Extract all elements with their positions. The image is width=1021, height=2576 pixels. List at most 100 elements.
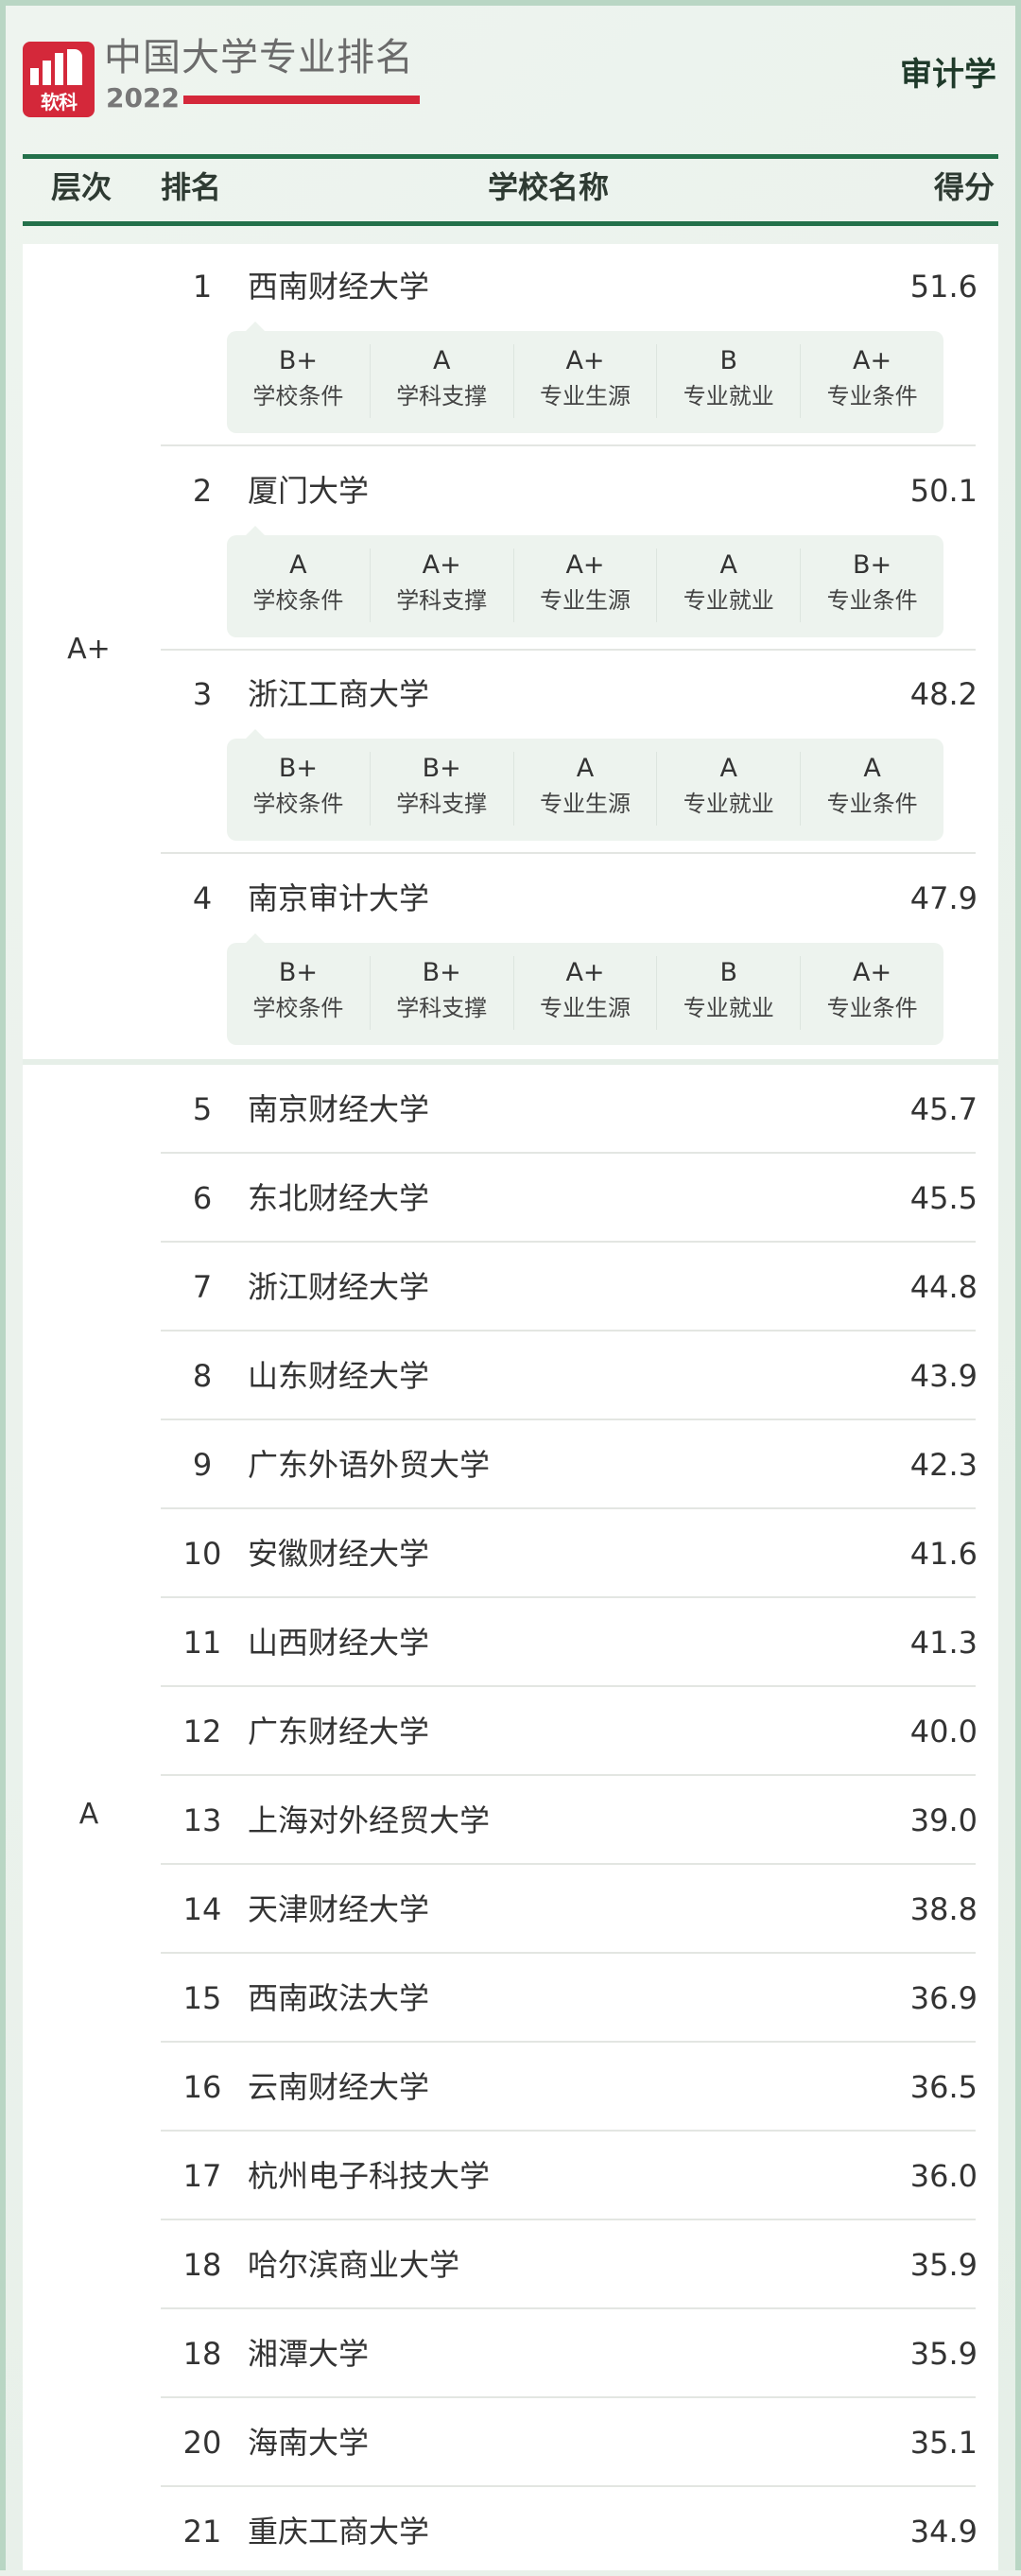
score-value: 36.0 (909, 2158, 978, 2194)
table-row[interactable]: 6 东北财经大学 45.5 (23, 1154, 998, 1243)
grade-label: 专业生源 (539, 383, 631, 409)
grade-label: 专业生源 (539, 586, 631, 614)
rank-number: 6 (192, 1180, 213, 1216)
grade-label: 学校条件 (252, 586, 344, 614)
col-header-name: 学校名称 (488, 169, 610, 205)
table-row[interactable]: 15 西南政法大学 36.9 (23, 1954, 998, 2043)
table-row[interactable]: 12 广东财经大学 40.0 (23, 1687, 998, 1776)
grade-cell: B+ 学校条件 (227, 344, 371, 418)
table-row[interactable]: 21 重庆工商大学 34.9 (23, 2487, 998, 2576)
grade-label: 学校条件 (252, 383, 344, 409)
grade-value: A+ (853, 957, 892, 987)
grade-cell: A 专业生源 (514, 752, 658, 826)
grade-cell: B 专业就业 (657, 344, 802, 418)
rank-number: 14 (182, 1891, 222, 1927)
score-value: 35.9 (909, 2336, 978, 2372)
row-divider (161, 1419, 976, 1420)
table-row[interactable]: 7 浙江财经大学 44.8 (23, 1243, 998, 1332)
table-row[interactable]: 10 安徽财经大学 41.6 (23, 1509, 998, 1598)
score-value: 41.6 (909, 1536, 978, 1572)
row-divider (161, 1774, 976, 1776)
school-name: 安徽财经大学 (248, 1536, 430, 1572)
table-row[interactable]: 4 南京审计大学 47.9 B+ 学校条件 B+ 学科支撑 A+ 专业生源 B 专业就业 A+ 专业条件 (23, 856, 998, 1059)
row-divider (161, 1152, 976, 1154)
tier-group-a: A 5 南京财经大学 45.7 6 东北财经大学 45.5 7 浙江财经大学 44.8 8 山东财经… (23, 1059, 998, 2570)
grade-cell: B+ 学校条件 (227, 955, 371, 1030)
rank-number: 8 (192, 1358, 213, 1394)
rank-number: 18 (182, 2247, 222, 2283)
row-divider (161, 1685, 976, 1687)
grade-cell: A+ 学科支撑 (371, 548, 514, 622)
grade-cell: B 专业就业 (657, 955, 802, 1030)
rank-number: 2 (192, 472, 213, 509)
table-row[interactable]: 8 山东财经大学 43.9 (23, 1332, 998, 1420)
grade-value: A (432, 346, 451, 375)
row-divider (161, 1241, 976, 1243)
school-name: 海南大学 (248, 2425, 370, 2461)
table-row[interactable]: 1 西南财经大学 51.6 B+ 学校条件 A 学科支撑 A+ 专业生源 B 专业就业 A+ 专业条件 (23, 244, 998, 447)
grade-value: B+ (422, 957, 461, 987)
score-value: 45.7 (909, 1091, 978, 1127)
grade-value: A (719, 549, 738, 580)
bar-chart-icon (30, 49, 85, 85)
row-divider (161, 1596, 976, 1598)
school-name: 广东外语外贸大学 (248, 1447, 491, 1483)
rank-number: 17 (182, 2158, 222, 2194)
grade-cell: B+ 专业条件 (801, 548, 943, 622)
grade-value: B+ (278, 957, 318, 987)
school-name: 杭州电子科技大学 (248, 2158, 491, 2194)
rank-number: 9 (192, 1447, 213, 1483)
subject-title: 审计学 (900, 56, 996, 94)
score-value: 35.1 (909, 2425, 978, 2461)
grade-label: 专业条件 (826, 791, 918, 817)
score-value: 51.6 (909, 269, 978, 305)
rank-number: 16 (182, 2069, 222, 2105)
grade-cell: A+ 专业条件 (801, 956, 943, 1030)
row-divider (161, 1952, 976, 1954)
row-divider (161, 2130, 976, 2132)
brand-underline (183, 96, 420, 104)
grade-cell: A+ 专业生源 (514, 955, 658, 1030)
row-divider (161, 1863, 976, 1865)
rank-number: 21 (182, 2514, 222, 2550)
table-row[interactable]: 18 哈尔滨商业大学 35.9 (23, 2220, 998, 2309)
grade-label: 专业条件 (826, 994, 918, 1021)
rank-number: 11 (182, 1625, 222, 1661)
tier-label: A+ (67, 633, 111, 666)
table-row[interactable]: 2 厦门大学 50.1 A 学校条件 A+ 学科支撑 A+ 专业生源 A 专业就业 B+ 专业条件 (23, 448, 998, 652)
grade-label: 专业条件 (826, 586, 918, 614)
grade-breakdown: B+ 学校条件 B+ 学科支撑 A+ 专业生源 B 专业就业 A+ 专业条件 (227, 932, 943, 1045)
header-top-rule (23, 154, 998, 159)
table-row[interactable]: 9 广东外语外贸大学 42.3 (23, 1420, 998, 1509)
grade-label: 专业条件 (826, 383, 918, 409)
grade-value: A+ (565, 957, 605, 987)
table-row[interactable]: 17 杭州电子科技大学 36.0 (23, 2132, 998, 2220)
table-row[interactable]: 20 海南大学 35.1 (23, 2398, 998, 2487)
table-row[interactable]: 3 浙江工商大学 48.2 B+ 学校条件 B+ 学科支撑 A 专业生源 A 专业就业 A 专业条件 (23, 652, 998, 855)
row-divider (161, 852, 976, 854)
grade-breakdown: B+ 学校条件 A 学科支撑 A+ 专业生源 B 专业就业 A+ 专业条件 (227, 322, 943, 433)
row-divider (161, 2485, 976, 2487)
table-row[interactable]: 13 上海对外经贸大学 39.0 (23, 1776, 998, 1865)
grade-value: A+ (565, 549, 605, 580)
tier-label: A (78, 1798, 99, 1831)
score-value: 36.5 (909, 2069, 978, 2105)
table-row[interactable]: 18 湘潭大学 35.9 (23, 2309, 998, 2398)
table-row[interactable]: 11 山西财经大学 41.3 (23, 1598, 998, 1687)
brand-title: 中国大学专业排名 (104, 36, 414, 79)
table-row[interactable]: 14 天津财经大学 38.8 (23, 1865, 998, 1954)
score-value: 42.3 (909, 1447, 978, 1483)
rank-number: 13 (182, 1802, 222, 1838)
rank-number: 12 (182, 1714, 222, 1749)
table-row[interactable]: 5 南京财经大学 45.7 (23, 1065, 998, 1154)
grade-value: A+ (565, 346, 605, 375)
grade-label: 专业就业 (683, 994, 774, 1021)
grade-label: 专业生源 (539, 791, 631, 817)
col-header-score: 得分 (933, 169, 995, 205)
table-row[interactable]: 16 云南财经大学 36.5 (23, 2043, 998, 2132)
grade-value: A (289, 549, 307, 580)
score-value: 50.1 (909, 472, 978, 509)
school-name: 重庆工商大学 (248, 2514, 430, 2550)
rank-number: 5 (192, 1091, 213, 1127)
grade-label: 专业生源 (539, 994, 631, 1021)
